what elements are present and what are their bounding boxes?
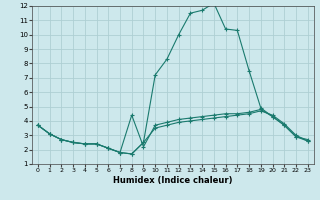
X-axis label: Humidex (Indice chaleur): Humidex (Indice chaleur) bbox=[113, 176, 233, 185]
